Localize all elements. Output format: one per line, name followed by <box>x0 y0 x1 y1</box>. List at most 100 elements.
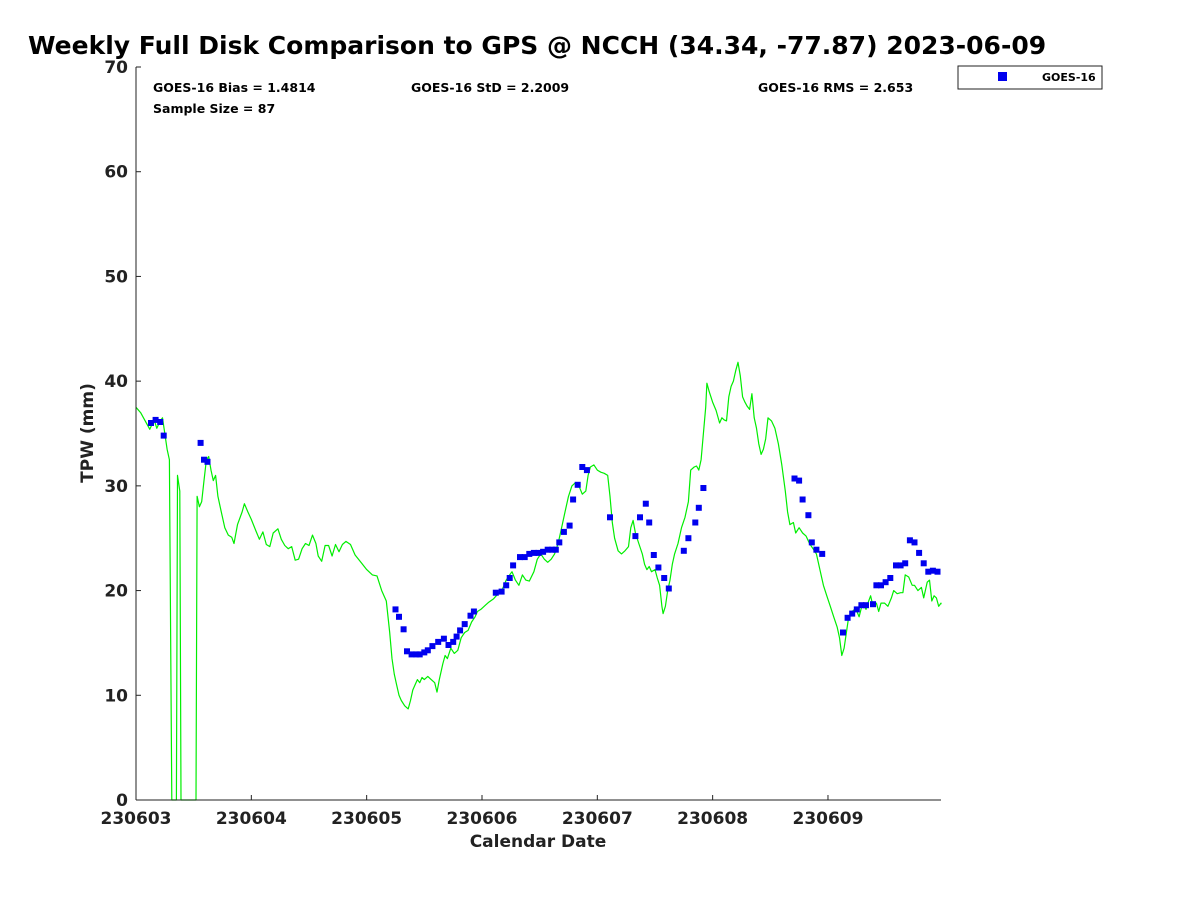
goes16-data-point <box>470 608 477 615</box>
y-tick-label: 50 <box>104 267 128 287</box>
goes16-data-point <box>552 546 559 553</box>
goes16-data-point <box>535 549 542 556</box>
goes16-data-point <box>929 567 936 574</box>
goes16-data-point <box>556 539 563 546</box>
bias-stat: GOES-16 Bias = 1.4814 <box>153 80 316 95</box>
rms-stat: GOES-16 RMS = 2.653 <box>758 80 913 95</box>
goes16-data-point <box>695 504 702 511</box>
goes16-data-point <box>873 582 880 589</box>
goes16-data-point <box>574 481 581 488</box>
y-tick-label: 70 <box>104 58 128 78</box>
goes16-data-point <box>450 638 457 645</box>
goes16-data-point <box>560 528 567 535</box>
y-tick-label: 20 <box>104 582 128 602</box>
goes16-data-point <box>863 602 869 609</box>
goes16-data-point <box>416 651 423 658</box>
goes16-data-point <box>566 522 573 529</box>
goes16-data-point <box>152 416 159 423</box>
x-tick-label: 230607 <box>562 809 633 829</box>
goes16-data-point <box>461 621 468 628</box>
goes16-data-point <box>445 642 452 648</box>
goes16-data-point <box>408 651 415 658</box>
goes16-data-point <box>665 585 672 592</box>
goes16-data-point <box>429 643 436 650</box>
goes16-data-point <box>858 602 865 609</box>
legend-marker-goes16 <box>998 72 1007 81</box>
sample-size-stat: Sample Size = 87 <box>153 101 275 116</box>
goes16-data-point <box>201 456 207 463</box>
goes16-data-point <box>521 554 528 561</box>
goes16-data-point <box>421 649 428 656</box>
legend: GOES-16 <box>957 65 1103 90</box>
goes16-data-point <box>526 550 533 557</box>
goes16-data-point <box>882 579 889 586</box>
goes16-data-point <box>498 588 505 595</box>
goes16-data-point <box>400 626 407 633</box>
goes16-data-point <box>925 568 932 575</box>
goes16-data-point <box>579 464 586 470</box>
goes16-data-point <box>680 547 687 554</box>
goes16-data-point <box>632 533 639 540</box>
goes16-data-point <box>503 582 510 589</box>
goes16-data-point <box>796 477 803 484</box>
goes16-data-point <box>920 560 927 567</box>
goes16-data-point <box>157 419 164 425</box>
goes16-data-point <box>544 546 551 553</box>
legend-box <box>957 65 1103 90</box>
x-tick-label: 230609 <box>792 809 863 829</box>
y-tick-label: 40 <box>104 372 128 392</box>
goes16-data-point <box>570 496 577 503</box>
goes16-data-point <box>897 562 904 569</box>
goes16-data-point <box>893 562 899 569</box>
y-tick-label: 0 <box>116 791 128 811</box>
goes16-data-point <box>808 539 815 546</box>
x-tick-label: 230603 <box>101 809 172 829</box>
goes16-data-point <box>655 564 662 571</box>
goes16-data-point <box>148 420 154 426</box>
goes16-data-point <box>435 638 442 645</box>
goes16-data-point <box>661 575 668 581</box>
goes16-data-point <box>160 432 167 439</box>
goes16-data-point <box>457 627 464 634</box>
goes16-data-point <box>870 601 876 608</box>
goes16-data-point <box>637 514 643 521</box>
goes16-data-point <box>583 467 590 474</box>
goes16-data-point <box>404 648 410 655</box>
goes16-data-point <box>911 539 918 546</box>
x-tick-label: 230606 <box>446 809 517 829</box>
goes16-data-point <box>840 629 846 636</box>
goes16-data-point <box>204 458 211 465</box>
y-tick-label: 60 <box>104 163 128 183</box>
x-tick-label: 230605 <box>331 809 402 829</box>
legend-label-goes16: GOES-16 <box>1042 71 1096 84</box>
y-axis-label: TPW (mm) <box>78 383 98 483</box>
goes16-data-point <box>506 575 513 581</box>
goes16-data-point <box>934 568 941 575</box>
goes16-data-point <box>492 589 499 596</box>
y-axis-ticks: 0 10 20 30 40 50 60 70 <box>104 58 141 811</box>
goes16-data-point <box>197 439 204 446</box>
goes16-data-point <box>510 562 517 569</box>
x-tick-label: 230608 <box>677 809 748 829</box>
goes16-data-point <box>646 519 653 526</box>
goes16-data-point <box>887 575 894 581</box>
goes16-data-point <box>849 610 856 617</box>
goes16-data-point <box>440 635 447 642</box>
goes16-data-point <box>540 548 547 555</box>
goes16-data-point <box>424 647 431 654</box>
plot-area <box>135 67 942 801</box>
goes16-data-point <box>517 554 523 561</box>
goes16-data-point <box>549 546 556 553</box>
goes16-data-point <box>853 606 860 613</box>
goes16-data-point <box>819 550 826 557</box>
goes16-data-point <box>453 633 460 640</box>
x-axis-label: Calendar Date <box>470 832 607 852</box>
chart-title: Weekly Full Disk Comparison to GPS @ NCC… <box>28 31 1046 60</box>
goes16-data-point <box>692 519 699 526</box>
goes16-data-point <box>791 475 798 482</box>
goes16-data-point <box>685 535 692 542</box>
goes16-data-point <box>396 613 402 620</box>
goes16-data-point <box>607 514 613 521</box>
